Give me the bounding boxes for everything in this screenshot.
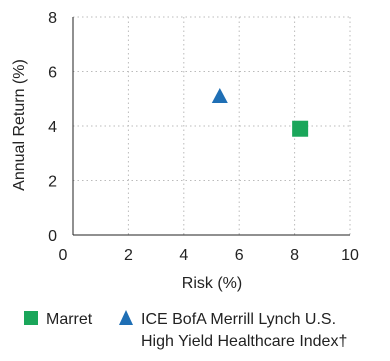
- legend: Marret ICE BofA Merrill Lynch U.S. High …: [24, 310, 347, 350]
- data-point-series-1: [211, 88, 228, 104]
- y-axis-title: Annual Return (%): [11, 59, 28, 191]
- y-tick-label: 2: [48, 174, 57, 191]
- legend-label-index-line2: High Yield Healthcare Index†: [141, 333, 347, 350]
- y-tick-label: 4: [48, 119, 57, 136]
- legend-label-index-line1: ICE BofA Merrill Lynch U.S.: [141, 311, 336, 328]
- x-tick-label: 8: [290, 247, 299, 264]
- axes: [72, 17, 350, 236]
- legend-label-marret: Marret: [46, 311, 93, 328]
- y-tick-label: 6: [48, 65, 57, 82]
- x-tick-label: 0: [59, 247, 68, 264]
- y-tick-label: 0: [48, 228, 57, 245]
- tick-labels: 0 2 4 6 8 10 0 2 4 6 8: [48, 10, 359, 264]
- legend-marker-marret: [24, 311, 38, 325]
- data-points: [211, 88, 309, 137]
- data-point-series-0: [292, 120, 309, 137]
- x-tick-label: 10: [341, 247, 359, 264]
- grid-lines: [73, 16, 351, 235]
- legend-marker-index: [119, 310, 133, 325]
- x-tick-label: 4: [179, 247, 188, 264]
- x-tick-label: 6: [235, 247, 244, 264]
- y-tick-label: 8: [48, 10, 57, 27]
- x-tick-label: 2: [124, 247, 133, 264]
- x-axis-title: Risk (%): [182, 275, 242, 292]
